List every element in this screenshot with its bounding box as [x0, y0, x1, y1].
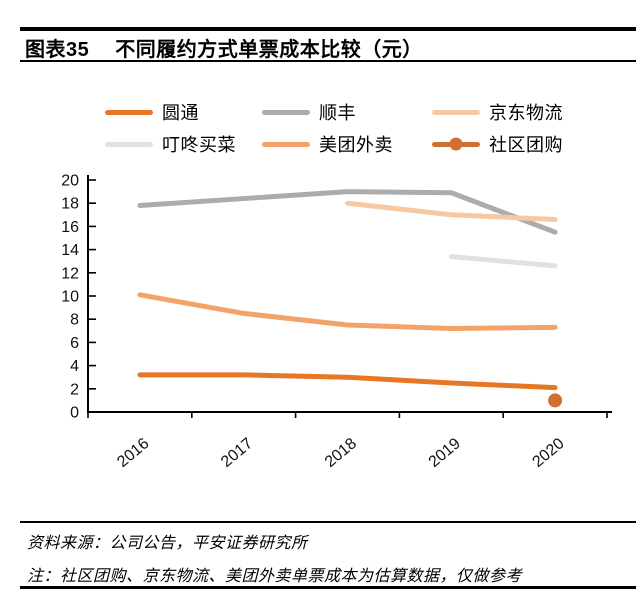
y-tick-label: 14 [61, 242, 79, 259]
legend-item-community-group-buying: 社区团购 [432, 133, 642, 155]
y-tick-label: 10 [61, 289, 79, 306]
legend-label-sf-express: 顺丰 [319, 103, 356, 123]
series-line-3 [448, 254, 558, 269]
legend-item-jd-logistics: 京东物流 [432, 101, 642, 123]
y-tick-label: 12 [61, 265, 79, 282]
y-tick-label: 16 [61, 219, 79, 236]
figure-label: 图表35 [25, 39, 90, 61]
series-line-1 [137, 189, 558, 235]
x-tick-label: 2016 [114, 435, 152, 471]
figure-header: 图表35 不同履约方式单票成本比较（元） [25, 33, 423, 62]
footer-top-rule [20, 521, 636, 523]
sf-express-line-swatch [262, 109, 310, 115]
community-group-buying-dot-marker [449, 137, 463, 151]
x-tick-label: 2019 [426, 435, 464, 471]
y-tick-label: 0 [70, 405, 79, 422]
y-tick-label: 8 [70, 312, 79, 329]
legend-label-jd-logistics: 京东物流 [489, 103, 563, 123]
series-line-2 [345, 200, 558, 222]
x-tick-label: 2018 [322, 435, 360, 471]
estimation-note: 注：社区团购、京东物流、美团外卖单票成本为估算数据，仅做参考 [27, 568, 523, 585]
series-line-0 [137, 372, 558, 391]
dingdong-maicai-line-swatch [105, 141, 153, 147]
source-note: 资料来源：公司公告，平安证券研究所 [27, 535, 308, 552]
page-title: 不同履约方式单票成本比较（元） [115, 39, 423, 61]
chart-svg: 0 2 4 6 8 10 12 14 16 18 20 2016 2017 2018 2019 2020 [61, 173, 612, 471]
y-tick-label: 18 [61, 196, 79, 213]
legend-label-yto: 圆通 [162, 103, 199, 123]
legend-item-yto: 圆通 [105, 101, 262, 123]
header-top-rule [20, 27, 636, 31]
footer-bottom-rule [20, 586, 636, 589]
series-line-4 [137, 292, 558, 331]
x-tick-label: 2017 [218, 435, 256, 471]
legend-label-dingdong-maicai: 叮咚买菜 [162, 135, 236, 155]
y-tick-label: 20 [61, 173, 79, 190]
y-tick-label: 4 [70, 358, 79, 375]
legend-label-community-group-buying: 社区团购 [489, 135, 563, 155]
line-chart: 0 2 4 6 8 10 12 14 16 18 20 2016 2017 2018 2019 2020 [0, 170, 642, 480]
meituan-waimai-line-swatch [262, 141, 310, 147]
legend-item-dingdong-maicai: 叮咚买菜 [105, 133, 262, 155]
y-tick-label: 6 [70, 335, 79, 352]
x-tick-label: 2020 [529, 435, 567, 471]
legend-item-sf-express: 顺丰 [262, 101, 432, 123]
legend-label-meituan-waimai: 美团外卖 [319, 135, 393, 155]
community-group-buying-line-swatch [432, 137, 480, 151]
chart-legend: 圆通 顺丰 京东物流 叮咚买菜 美团外卖 社区团购 [105, 101, 642, 155]
header-bottom-rule [20, 60, 636, 62]
legend-item-meituan-waimai: 美团外卖 [262, 133, 432, 155]
y-tick-label: 2 [70, 381, 79, 398]
jd-logistics-line-swatch [432, 109, 480, 115]
series-dot-5 [548, 393, 563, 408]
yto-line-swatch [105, 109, 153, 115]
